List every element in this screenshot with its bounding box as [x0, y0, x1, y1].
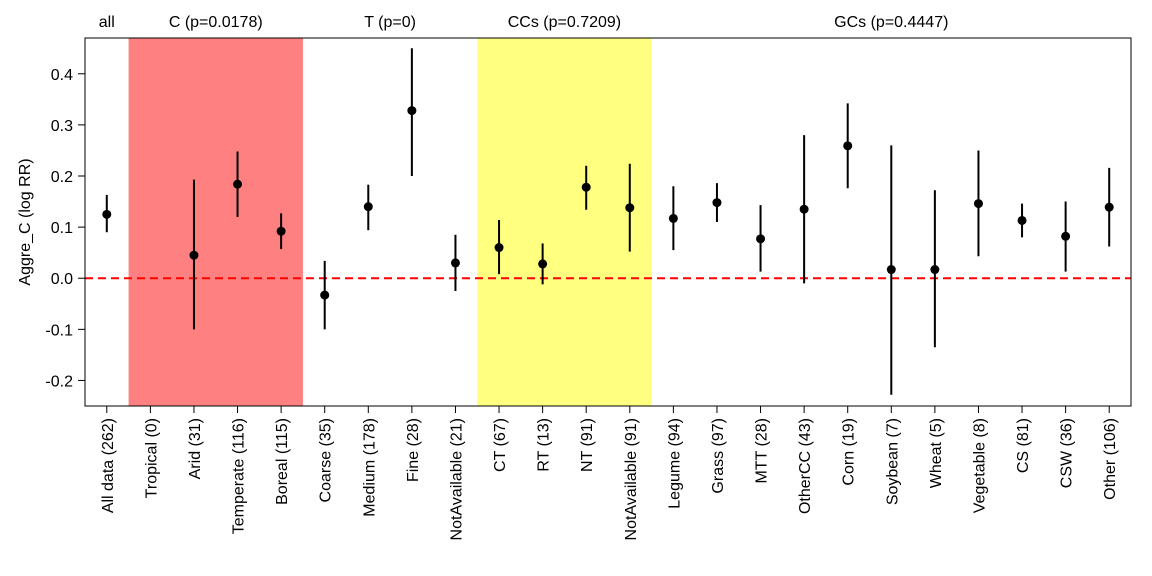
data-point	[233, 179, 243, 189]
x-axis: All data (262) Tropical (0) Arid (31) Tempe…	[100, 406, 1119, 540]
data-point	[1061, 231, 1071, 241]
data-point	[930, 265, 940, 275]
group-label: T (p=0)	[364, 14, 416, 31]
y-tick-label: -0.1	[45, 322, 73, 339]
y-axis: -0.2 -0.1 0.0 0.1 0.2 0.3 0.4	[45, 67, 85, 390]
x-tick-label: RT (13)	[536, 418, 553, 472]
group-labels: all C (p=0.0178) T (p=0) CCs (p=0.7209) GCs …	[99, 14, 949, 31]
x-tick-label: Other (106)	[1102, 418, 1119, 500]
x-tick-label: MTT (28)	[754, 418, 771, 483]
x-tick-label: Arid (31)	[187, 418, 204, 479]
x-tick-label: Coarse (35)	[318, 418, 335, 502]
y-tick-label: 0.4	[51, 67, 73, 84]
x-tick-label: Temperate (116)	[231, 418, 248, 534]
group-label: all	[99, 14, 115, 31]
chart-marks	[102, 48, 1114, 395]
group-shade-3	[477, 38, 652, 406]
x-tick-label: CS (81)	[1015, 418, 1032, 473]
data-point	[843, 141, 853, 151]
x-tick-label: OtherCC (43)	[797, 418, 814, 514]
x-tick-label: CSW (36)	[1059, 418, 1076, 488]
group-label: C (p=0.0178)	[169, 14, 263, 31]
group-shading	[128, 38, 652, 406]
group-label: GCs (p=0.4447)	[834, 14, 948, 31]
x-tick-label: NotAvailable (21)	[448, 418, 465, 540]
data-point	[886, 265, 896, 275]
data-point	[450, 258, 460, 268]
x-tick-label: All data (262)	[100, 418, 117, 513]
y-axis-label: Aggre_C (log RR)	[17, 158, 34, 285]
x-tick-label: NotAvailable (91)	[623, 418, 640, 540]
x-tick-label: Wheat (5)	[928, 418, 945, 488]
x-tick-label: CT (67)	[492, 418, 509, 472]
data-point	[581, 182, 591, 192]
data-point	[668, 213, 678, 223]
x-tick-label: Boreal (115)	[274, 418, 291, 505]
data-point	[625, 203, 635, 213]
data-point	[1017, 215, 1027, 225]
data-point	[799, 204, 809, 214]
x-tick-label: Soybean (7)	[884, 418, 901, 505]
x-tick-label: Tropical (0)	[143, 418, 160, 498]
data-point	[407, 106, 417, 116]
y-tick-label: -0.2	[45, 373, 73, 390]
data-point	[320, 290, 330, 300]
data-point	[494, 243, 504, 253]
data-point	[538, 259, 548, 269]
data-point	[363, 202, 373, 212]
data-point	[276, 226, 286, 236]
data-point	[102, 209, 112, 219]
x-tick-label: Vegetable (8)	[971, 418, 988, 513]
group-shade-1	[128, 38, 303, 406]
y-tick-label: 0.0	[51, 271, 73, 288]
group-label: CCs (p=0.7209)	[508, 14, 621, 31]
data-point	[1104, 202, 1114, 212]
data-point	[756, 234, 766, 244]
y-tick-label: 0.3	[51, 118, 73, 135]
x-tick-label: NT (91)	[579, 418, 596, 472]
data-point	[712, 198, 722, 208]
x-tick-label: Legume (94)	[666, 418, 683, 509]
x-tick-label: Fine (28)	[405, 418, 422, 482]
y-tick-label: 0.1	[51, 220, 73, 237]
data-point	[973, 199, 983, 209]
x-tick-label: Corn (19)	[841, 418, 858, 486]
y-tick-label: 0.2	[51, 169, 73, 186]
x-tick-label: Medium (178)	[361, 418, 378, 517]
x-tick-label: Grass (97)	[710, 418, 727, 494]
data-point	[189, 250, 199, 260]
plot-frame	[84, 37, 1132, 407]
